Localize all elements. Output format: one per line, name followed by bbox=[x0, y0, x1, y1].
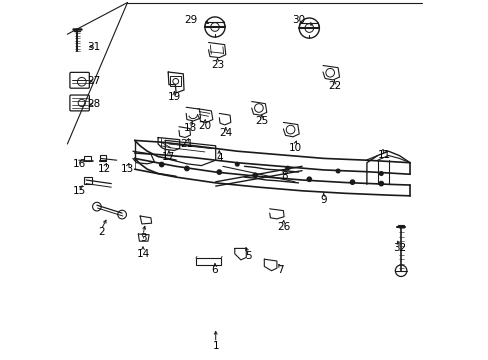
Text: 9: 9 bbox=[320, 195, 326, 205]
Text: 16: 16 bbox=[73, 159, 86, 169]
Text: 31: 31 bbox=[87, 42, 100, 52]
Text: 14: 14 bbox=[136, 249, 149, 259]
Text: 20: 20 bbox=[198, 121, 211, 131]
Text: 7: 7 bbox=[277, 265, 283, 275]
Bar bbox=[84, 177, 92, 184]
Text: 3: 3 bbox=[140, 233, 146, 243]
Text: 11: 11 bbox=[378, 150, 391, 160]
Text: 1: 1 bbox=[212, 341, 219, 351]
Bar bbox=[100, 155, 106, 161]
Circle shape bbox=[379, 172, 382, 175]
Circle shape bbox=[306, 177, 311, 181]
FancyBboxPatch shape bbox=[70, 72, 89, 88]
Text: 25: 25 bbox=[255, 116, 268, 126]
Text: 8: 8 bbox=[280, 171, 287, 181]
Text: 29: 29 bbox=[183, 15, 197, 25]
Text: 19: 19 bbox=[167, 92, 181, 102]
Text: 15: 15 bbox=[73, 186, 86, 196]
Circle shape bbox=[235, 162, 239, 166]
Text: 23: 23 bbox=[210, 60, 224, 70]
Text: 4: 4 bbox=[216, 153, 222, 163]
Bar bbox=[196, 258, 221, 265]
Text: 28: 28 bbox=[87, 99, 100, 109]
Circle shape bbox=[184, 166, 189, 171]
Text: 6: 6 bbox=[211, 265, 218, 275]
Circle shape bbox=[285, 166, 289, 170]
Text: 5: 5 bbox=[244, 251, 251, 261]
Text: 21: 21 bbox=[180, 139, 193, 149]
Text: 32: 32 bbox=[392, 243, 405, 253]
Text: 2: 2 bbox=[98, 227, 104, 237]
Text: 22: 22 bbox=[327, 81, 341, 91]
FancyBboxPatch shape bbox=[70, 95, 89, 111]
Circle shape bbox=[217, 170, 221, 174]
Bar bbox=[170, 76, 181, 86]
Text: 24: 24 bbox=[219, 128, 232, 138]
Circle shape bbox=[159, 162, 163, 167]
Text: 30: 30 bbox=[291, 15, 305, 25]
Text: 26: 26 bbox=[276, 222, 289, 232]
Circle shape bbox=[336, 169, 339, 173]
Text: 17: 17 bbox=[162, 152, 175, 162]
Text: 27: 27 bbox=[87, 76, 100, 86]
Text: 12: 12 bbox=[98, 164, 111, 174]
Text: 13: 13 bbox=[121, 164, 134, 174]
Text: 10: 10 bbox=[288, 143, 301, 153]
Circle shape bbox=[253, 173, 257, 177]
Text: 18: 18 bbox=[183, 123, 197, 133]
Bar bbox=[84, 156, 91, 161]
Circle shape bbox=[349, 180, 354, 184]
Circle shape bbox=[378, 181, 383, 186]
